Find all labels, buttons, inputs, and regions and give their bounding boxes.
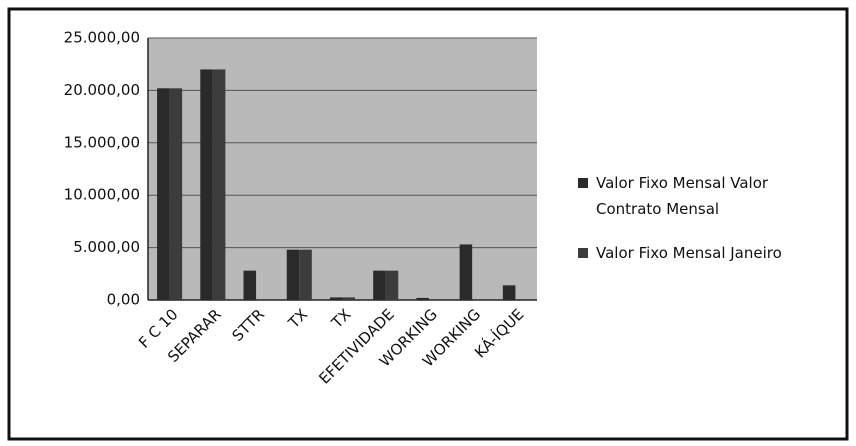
bar [169, 88, 183, 300]
bar [385, 270, 399, 300]
bar [299, 249, 312, 300]
bar [200, 69, 213, 300]
y-tick-label: 25.000,00 [64, 29, 140, 47]
bar [329, 297, 343, 300]
legend-label: Valor Fixo Mensal Janeiro [596, 244, 782, 262]
bar [342, 297, 356, 300]
legend-label: Valor Fixo Mensal Valor Contrato Mensal [596, 174, 769, 218]
legend-entry: Valor Fixo Mensal Valor Contrato Mensal [574, 170, 836, 222]
bar [459, 244, 473, 300]
bar [373, 270, 386, 300]
bar [157, 88, 170, 300]
legend-swatch [578, 178, 588, 188]
bar [286, 249, 300, 300]
y-tick-label: 0,00 [107, 291, 140, 309]
y-tick-label: 10.000,00 [64, 186, 140, 204]
bar [243, 270, 257, 300]
bar [212, 69, 226, 300]
y-tick-label: 5.000,00 [73, 238, 140, 256]
y-tick-label: 20.000,00 [64, 81, 140, 99]
legend-entry: Valor Fixo Mensal Janeiro [574, 240, 836, 266]
bar [502, 285, 516, 300]
bar [416, 297, 429, 300]
legend-swatch [578, 248, 588, 258]
legend: Valor Fixo Mensal Valor Contrato Mensal V… [574, 170, 836, 284]
y-tick-label: 15.000,00 [64, 133, 140, 151]
